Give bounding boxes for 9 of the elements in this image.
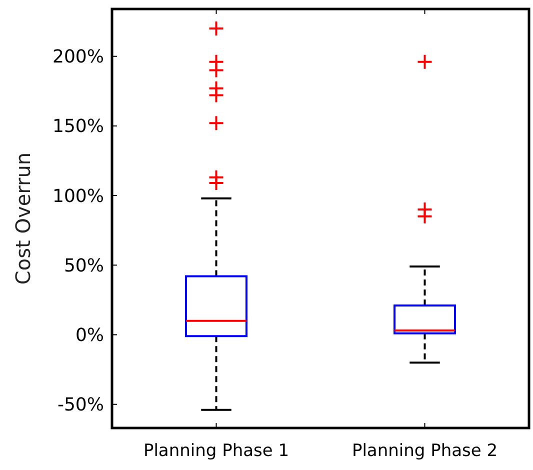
y-axis-title: Cost Overrun [11, 152, 35, 285]
y-tick-label: -50% [57, 394, 104, 416]
y-tick-label: 0% [75, 325, 104, 346]
x-tick-label: Planning Phase 2 [352, 441, 498, 461]
y-tick-label: 50% [64, 255, 104, 276]
y-tick-label: 100% [52, 186, 104, 207]
x-tick-label: Planning Phase 1 [143, 441, 290, 461]
y-tick-label: 200% [52, 46, 104, 68]
y-tick-label: 150% [52, 116, 104, 138]
